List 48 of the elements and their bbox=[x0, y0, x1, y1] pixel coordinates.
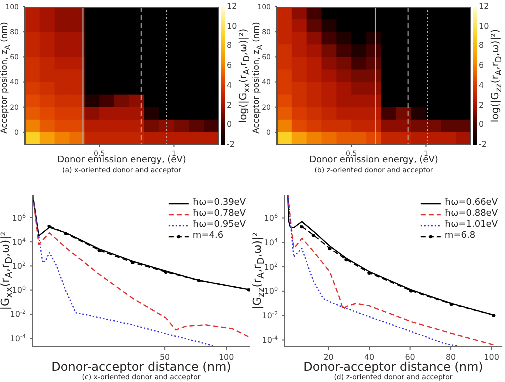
color-bar-label: 2 bbox=[227, 100, 232, 111]
color-bar-label: 12 bbox=[479, 2, 490, 12]
x-axis-title: Donor emission energy, (eV) bbox=[310, 156, 438, 166]
color-bar-label: 6 bbox=[227, 61, 232, 72]
x-axis-title: Donor-acceptor distance (nm) bbox=[52, 360, 232, 374]
legend-label: ħω=0.95eV bbox=[192, 220, 246, 231]
color-bar-label: -2 bbox=[479, 140, 487, 150]
x-axis-title: Donor-acceptor distance (nm) bbox=[304, 360, 484, 374]
legend-label: ħω=0.78eV bbox=[192, 209, 246, 220]
x-tick-label: 60 bbox=[405, 353, 416, 362]
y-tick-label: 10$^{6}$ bbox=[264, 213, 278, 224]
x-tick-label: 40 bbox=[364, 353, 375, 362]
x-tick-label: 20 bbox=[324, 353, 334, 362]
color-bar-label: -2 bbox=[227, 140, 235, 150]
x-tick-label: 80 bbox=[446, 353, 456, 362]
y-tick-label: 10$^{-4}$ bbox=[10, 333, 26, 344]
legend-label: m=6.8 bbox=[444, 231, 476, 242]
color-bar-label: 8 bbox=[479, 41, 484, 52]
color-bar-label: 2 bbox=[479, 100, 484, 111]
y-tick-label: 10$^{2}$ bbox=[12, 261, 26, 271]
color-bar-label: 0 bbox=[479, 120, 484, 130]
color-bar-label: 8 bbox=[227, 41, 232, 52]
x-tick-label: 100 bbox=[484, 353, 500, 362]
y-tick-label: 10$^{4}$ bbox=[264, 237, 278, 248]
legend-label: ħω=1.01eV bbox=[444, 220, 498, 231]
y-tick-label: 10$^{0}$ bbox=[12, 285, 26, 296]
color-bar-label: 4 bbox=[227, 80, 232, 91]
x-tick-label: 100 bbox=[218, 353, 234, 362]
y-tick-label: 10$^{6}$ bbox=[12, 212, 26, 223]
y-tick-label: 10$^{-2}$ bbox=[262, 310, 278, 321]
color-bar-label: 4 bbox=[479, 80, 484, 91]
legend-label: ħω=0.66eV bbox=[444, 198, 498, 209]
color-bar-label: 10 bbox=[227, 22, 238, 32]
legend-label: ħω=0.88eV bbox=[444, 209, 498, 220]
line-series bbox=[33, 195, 250, 338]
legend-label: ħω=0.39eV bbox=[192, 198, 246, 209]
y-tick-label: 10$^{0}$ bbox=[264, 286, 278, 296]
x-axis-title: Donor emission energy, (eV) bbox=[58, 156, 186, 166]
x-tick-label: 50 bbox=[160, 353, 170, 362]
legend-label: m=4.6 bbox=[192, 231, 224, 242]
color-bar-label: 10 bbox=[479, 22, 490, 32]
y-tick-label: 10$^{4}$ bbox=[12, 236, 26, 247]
color-bar-label: 12 bbox=[227, 2, 238, 12]
y-tick-label: 10$^{-4}$ bbox=[262, 335, 278, 346]
y-tick-label: 10$^{2}$ bbox=[264, 262, 278, 272]
color-bar-label: 6 bbox=[479, 61, 484, 72]
color-bar-label: 0 bbox=[227, 120, 232, 130]
y-tick-label: 10$^{-2}$ bbox=[10, 309, 26, 320]
